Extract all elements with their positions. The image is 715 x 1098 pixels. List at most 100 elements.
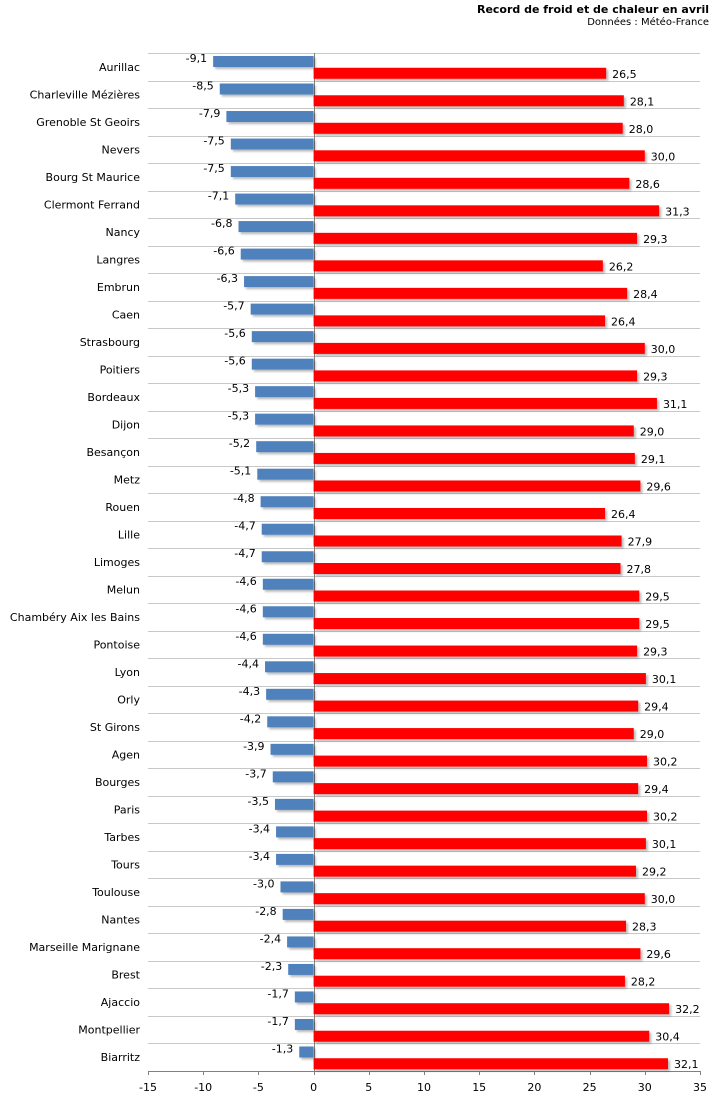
data-label-hot: 28,2: [631, 976, 656, 989]
category-label: Grenoble St Geoirs: [36, 116, 140, 129]
data-label-cold: -6,8: [211, 217, 232, 230]
bar-cold: [272, 771, 314, 783]
data-label-cold: -4,7: [234, 547, 255, 560]
data-label-cold: -3,4: [249, 850, 270, 863]
bar-hot: [313, 755, 648, 767]
data-label-hot: 29,4: [644, 783, 669, 796]
bar-hot: [313, 150, 645, 162]
data-label-hot: 26,5: [612, 68, 637, 81]
bar-hot: [313, 397, 657, 409]
data-label-cold: -7,5: [203, 135, 224, 148]
bar-cold: [251, 331, 314, 343]
data-label-hot: 32,2: [675, 1003, 700, 1016]
chart-title: Record de froid et de chaleur en avril: [476, 3, 709, 16]
data-label-cold: -2,4: [260, 932, 281, 945]
bar-hot: [313, 315, 606, 327]
data-label-hot: 29,6: [646, 948, 671, 961]
data-label-hot: 30,0: [651, 150, 676, 163]
x-tick-label: 25: [583, 1081, 597, 1094]
data-label-cold: -4,2: [240, 712, 261, 725]
bar-hot: [313, 893, 645, 905]
data-label-cold: -3,9: [243, 740, 264, 753]
data-label-cold: -4,6: [235, 575, 256, 588]
data-label-cold: -3,5: [247, 795, 268, 808]
chart-subtitle: Données : Météo-France: [587, 17, 709, 28]
category-label: Ajaccio: [101, 996, 140, 1009]
bar-hot: [313, 260, 603, 272]
bar-cold: [250, 303, 314, 315]
bar-hot: [313, 563, 621, 574]
bar-cold: [238, 221, 314, 233]
bar-cold: [288, 963, 314, 975]
bar-cold: [260, 496, 314, 508]
category-label: Toulouse: [91, 886, 140, 899]
data-label-cold: -6,3: [217, 272, 238, 285]
bar-hot: [313, 645, 638, 657]
data-label-hot: 30,0: [651, 343, 676, 356]
category-label: Paris: [114, 804, 140, 817]
x-tick-label: 10: [417, 1081, 431, 1094]
category-label: Pontoise: [93, 639, 140, 652]
bar-cold: [255, 386, 314, 398]
data-label-hot: 27,9: [628, 535, 653, 548]
category-label: Tarbes: [103, 831, 140, 844]
category-label: Biarritz: [101, 1051, 141, 1064]
bar-hot: [313, 177, 630, 189]
data-label-cold: -9,1: [186, 52, 207, 65]
data-label-cold: -3,4: [249, 822, 270, 835]
data-label-cold: -2,3: [261, 960, 282, 973]
bar-hot: [313, 920, 627, 932]
data-label-hot: 31,1: [663, 398, 688, 411]
data-label-hot: 29,3: [643, 233, 668, 246]
bar-cold: [287, 936, 314, 948]
x-tick-label: -5: [253, 1081, 264, 1094]
category-label: Bourges: [95, 776, 140, 789]
bar-hot: [313, 370, 638, 382]
data-label-cold: -5,6: [224, 355, 245, 368]
x-tick-label: -10: [194, 1081, 212, 1094]
bar-hot: [313, 618, 640, 630]
bar-hot: [313, 700, 639, 712]
data-label-cold: -2,8: [255, 905, 276, 918]
bar-hot: [313, 838, 646, 850]
bar-cold: [266, 688, 314, 700]
bar-cold: [274, 798, 314, 810]
category-label: Metz: [114, 473, 141, 486]
bar-cold: [240, 248, 314, 260]
bar-hot: [313, 1030, 650, 1042]
data-label-cold: -7,9: [199, 107, 220, 120]
category-label: Dijon: [112, 418, 140, 431]
bar-hot: [313, 452, 635, 464]
bar-hot: [313, 342, 645, 354]
bar-hot: [313, 783, 639, 795]
data-label-cold: -6,6: [213, 245, 234, 258]
data-label-hot: 28,6: [635, 178, 660, 191]
bar-cold: [294, 991, 314, 1003]
bar-cold: [261, 523, 314, 535]
data-label-cold: -5,6: [224, 327, 245, 340]
bar-hot: [313, 95, 624, 107]
category-label: Caen: [112, 308, 140, 321]
category-label: Bourg St Maurice: [46, 171, 141, 184]
data-label-cold: -3,0: [253, 877, 274, 890]
data-label-cold: -4,6: [235, 630, 256, 643]
bar-cold: [255, 413, 314, 425]
data-label-cold: -5,2: [229, 437, 250, 450]
data-label-cold: -1,3: [272, 1042, 293, 1055]
x-tick-label: 5: [365, 1081, 372, 1094]
x-tick-label: 30: [638, 1081, 652, 1094]
bar-cold: [235, 193, 314, 205]
data-label-cold: -8,5: [192, 80, 213, 93]
bar-cold: [256, 441, 314, 453]
bar-hot: [313, 507, 606, 519]
data-label-cold: -5,7: [223, 300, 244, 313]
x-tick-label: 0: [310, 1081, 317, 1094]
bar-hot: [313, 590, 640, 602]
bar-hot: [313, 205, 660, 217]
data-label-cold: -4,8: [233, 492, 254, 505]
category-label: Marseille Marignane: [29, 941, 140, 954]
bar-hot: [313, 232, 638, 244]
bar-cold: [276, 853, 314, 865]
data-label-hot: 29,3: [643, 646, 668, 659]
